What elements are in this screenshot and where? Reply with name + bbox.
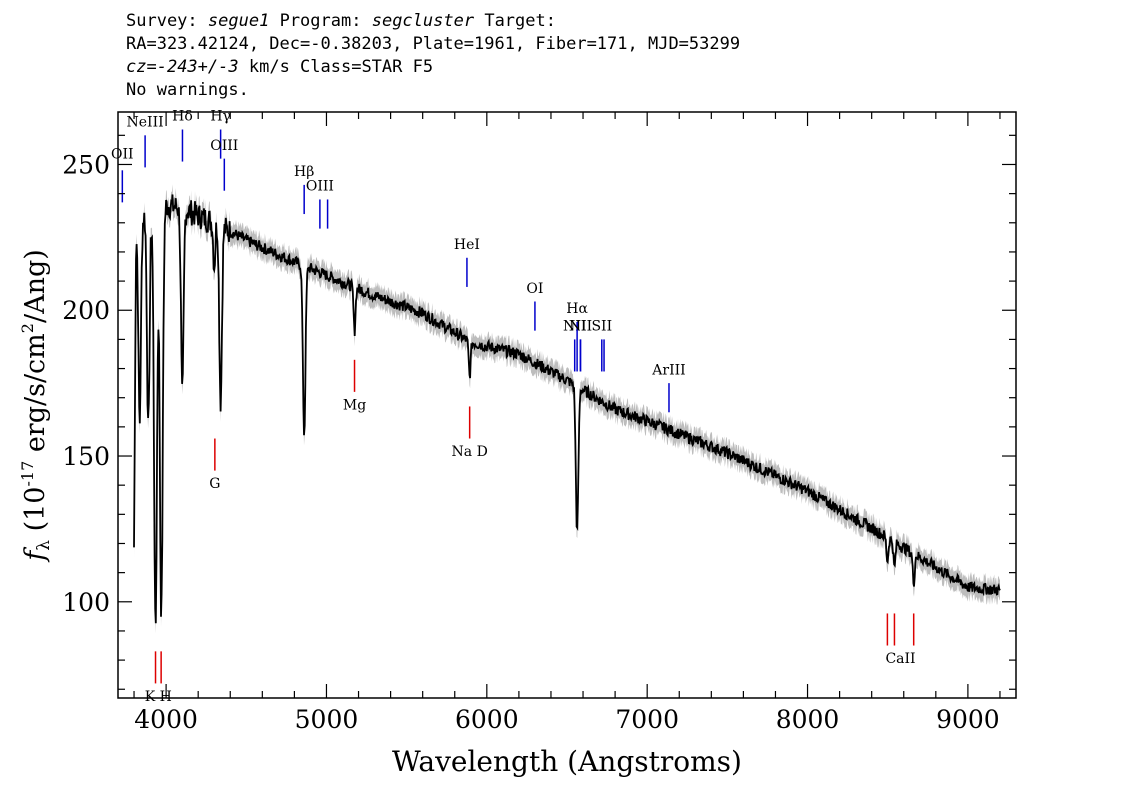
- emission-label: Hδ: [172, 109, 193, 125]
- error-band-layer: [134, 184, 1000, 634]
- emission-label: Hα: [566, 301, 588, 317]
- absorption-label: K H: [145, 689, 172, 705]
- header-line-coords: RA=323.42124, Dec=-0.38203, Plate=1961, …: [126, 34, 741, 54]
- emission-label: OIII: [306, 179, 334, 195]
- x-tick-label: 7000: [615, 705, 679, 734]
- spectrum-header: Survey: segue1 Program: segcluster Targe…: [126, 10, 1026, 102]
- emission-label: NII: [563, 319, 586, 335]
- spectrum-line-layer: [133, 194, 1001, 624]
- axis-tick-layer: 4000 5000 6000 7000 8000 9000 100 150 200 250: [62, 112, 1016, 734]
- emission-label: OIII: [210, 138, 238, 154]
- y-tick-label: 200: [62, 296, 110, 325]
- emission-label: NeIII: [127, 115, 164, 131]
- absorption-label: Na D: [452, 444, 488, 460]
- emission-label: HeI: [454, 237, 480, 253]
- emission-label: NII: [569, 319, 592, 335]
- emission-label: OII: [111, 147, 134, 163]
- x-tick-label: 4000: [134, 705, 198, 734]
- emission-label: OI: [526, 281, 543, 297]
- header-line-survey: Survey: segue1 Program: segcluster Targe…: [126, 11, 556, 31]
- x-tick-label: 9000: [936, 705, 1000, 734]
- emission-label: Hβ: [294, 164, 314, 180]
- x-axis-label: Wavelength (Angstroms): [392, 745, 742, 778]
- y-tick-label: 150: [62, 442, 110, 471]
- absorption-label: CaII: [885, 651, 915, 667]
- x-tick-label: 8000: [776, 705, 840, 734]
- y-tick-label: 250: [62, 150, 110, 179]
- x-tick-label: 6000: [455, 705, 519, 734]
- y-axis-label: fλ (10-17 erg/s/cm2/Ang): [18, 249, 54, 563]
- emission-label: ArIII: [651, 362, 685, 378]
- x-tick-label: 5000: [295, 705, 359, 734]
- error-band: [134, 184, 1000, 634]
- header-line-warnings: No warnings.: [126, 80, 249, 100]
- y-tick-label: 100: [62, 588, 110, 617]
- absorption-label: G: [209, 476, 220, 492]
- absorption-label: Mg: [343, 397, 366, 413]
- emission-label: Hγ: [210, 109, 231, 125]
- plot-frame: [117, 111, 1017, 699]
- spectrum-line: [133, 194, 1001, 624]
- header-line-redshift: cz=-243+/-3 km/s Class=STAR F5: [126, 57, 434, 77]
- emission-label: SII: [591, 319, 612, 335]
